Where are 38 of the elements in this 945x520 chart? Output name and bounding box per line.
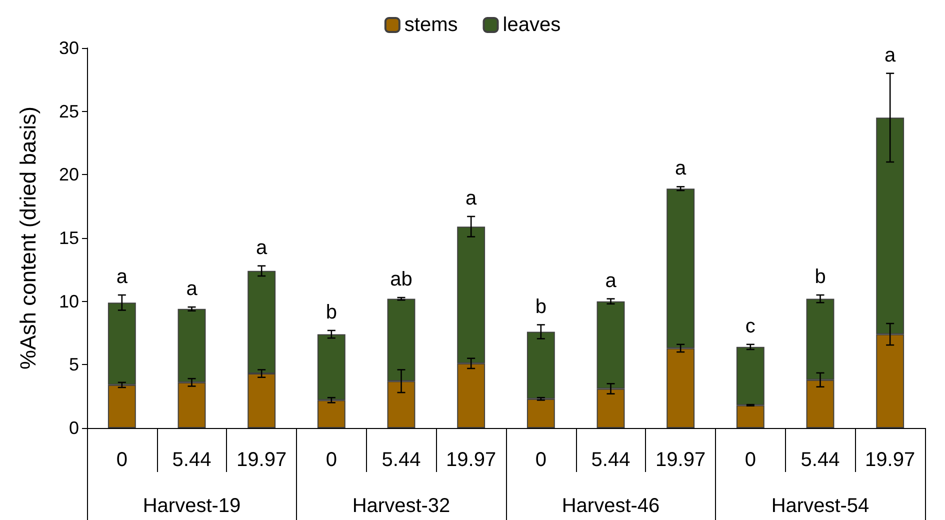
x-tick-label: 19.97: [656, 449, 706, 471]
data-label: a: [605, 270, 618, 292]
x-tick-label: 19.97: [865, 449, 916, 471]
data-label: a: [186, 278, 198, 300]
data-label: c: [745, 315, 756, 338]
x-tick-label: 0: [116, 449, 128, 471]
data-label: b: [326, 301, 337, 324]
data-label: ab: [390, 268, 412, 291]
x-tick-label: 19.97: [236, 449, 287, 471]
legend-label: stems: [404, 14, 458, 36]
y-tick-label: 25: [58, 101, 79, 122]
x-tick-label: 0: [535, 449, 546, 471]
y-axis-title: %Ash content (dried basis): [16, 106, 40, 370]
x-tick-label: 0: [326, 449, 337, 471]
data-label: b: [535, 296, 546, 318]
text: Harvest-54: [771, 495, 870, 517]
data-label: a: [675, 158, 688, 180]
data-label: a: [884, 44, 897, 66]
y-tick-label: 10: [58, 291, 79, 312]
y-tick-label: 0: [68, 418, 79, 438]
data-label: b: [814, 266, 826, 288]
x-tick-label: 5.44: [382, 449, 421, 471]
x-tick-label: 5.44: [800, 449, 840, 471]
data-label: a: [116, 266, 128, 288]
y-tick-label: 15: [58, 228, 79, 248]
data-label: a: [466, 187, 478, 210]
y-tick-label: 20: [58, 164, 79, 185]
text: Harvest-19: [142, 495, 241, 517]
legend-label: leaves: [502, 14, 561, 36]
text: Harvest-46: [562, 495, 660, 517]
x-tick-label: 19.97: [446, 449, 496, 471]
y-tick-label: 30: [58, 38, 79, 58]
text: Harvest-32: [352, 495, 450, 517]
x-tick-label: 5.44: [591, 449, 630, 471]
y-tick-label: 5: [68, 354, 79, 375]
x-tick-label: 5.44: [172, 449, 212, 471]
data-label: a: [256, 236, 268, 259]
x-tick-label: 0: [744, 449, 756, 471]
